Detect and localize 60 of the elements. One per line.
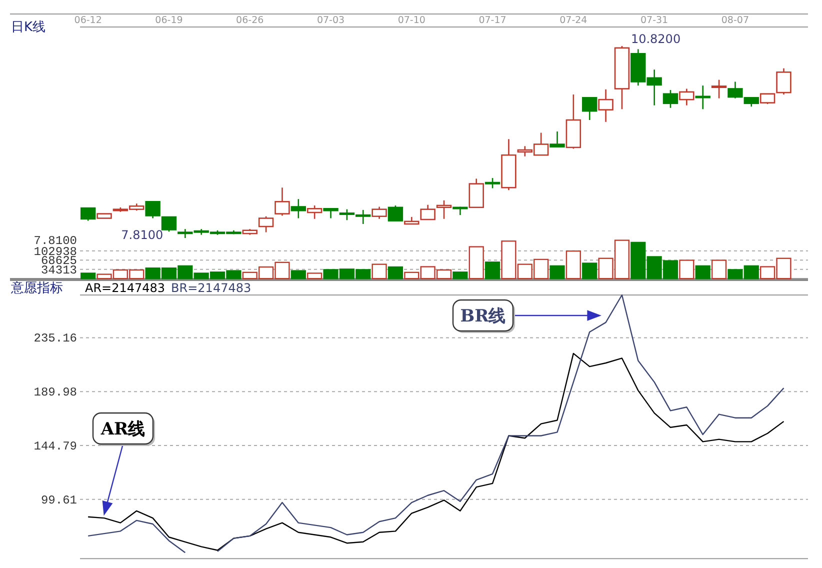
candlestick	[679, 88, 694, 106]
candlestick	[695, 84, 710, 110]
bar	[468, 246, 484, 280]
candlestick	[290, 198, 306, 219]
line-series	[87, 352, 784, 551]
annotation: 10.8200	[630, 32, 681, 46]
candlestick	[760, 93, 776, 105]
candlestick	[436, 200, 452, 220]
candlestick	[484, 177, 500, 189]
candlestick	[662, 89, 678, 109]
bar	[711, 260, 727, 280]
x-tick-label: 07-31	[640, 15, 668, 26]
bar	[484, 262, 500, 280]
candlestick	[582, 97, 598, 121]
text: BR=2147483	[171, 281, 252, 295]
chart-title: 意愿指标	[10, 281, 63, 296]
candlestick	[161, 216, 177, 232]
bar	[566, 250, 581, 280]
bar	[582, 262, 598, 280]
x-tick-label: 07-17	[478, 15, 506, 26]
y-tick-label: 99.61	[40, 493, 77, 508]
text: AR线	[100, 420, 146, 440]
candlestick	[711, 79, 727, 99]
annotation: 7.8100	[121, 228, 164, 242]
bar	[388, 266, 404, 280]
y-tick-label: 189.98	[34, 386, 77, 400]
x-tick-label: 07-03	[316, 15, 345, 26]
x-tick-label: 08-07	[721, 15, 750, 26]
bar	[80, 272, 96, 280]
x-tick-label: 06-26	[236, 15, 264, 26]
candlestick	[80, 207, 96, 222]
candlestick	[550, 130, 565, 148]
text: BR线	[460, 306, 506, 326]
x-tick-label: 07-10	[398, 15, 426, 26]
candlestick	[388, 204, 404, 222]
chart-title: 日K线	[11, 20, 46, 35]
candlestick	[274, 186, 290, 216]
bar	[452, 272, 468, 280]
candlestick	[258, 216, 274, 233]
x-tick-label: 07-24	[560, 15, 588, 26]
candlestick	[145, 200, 160, 219]
bar	[372, 264, 387, 280]
candlestick	[323, 208, 338, 219]
y-tick-label: 235.16	[34, 332, 77, 346]
text: 7.8100	[34, 234, 77, 248]
candlestick	[372, 206, 387, 220]
bar	[290, 270, 306, 280]
candlestick	[598, 88, 614, 123]
candlestick	[306, 204, 322, 220]
bar	[695, 265, 710, 280]
text: AR=2147483	[85, 281, 166, 295]
bar	[679, 260, 694, 280]
y-tick-label: 144.79	[34, 440, 77, 454]
bar	[307, 272, 322, 280]
x-tick-label: 06-19	[155, 15, 183, 26]
candlestick	[468, 178, 484, 208]
bar	[550, 265, 565, 280]
candlestick	[776, 68, 792, 96]
candlestick	[420, 204, 436, 220]
x-tick-label: 06-12	[74, 15, 102, 26]
